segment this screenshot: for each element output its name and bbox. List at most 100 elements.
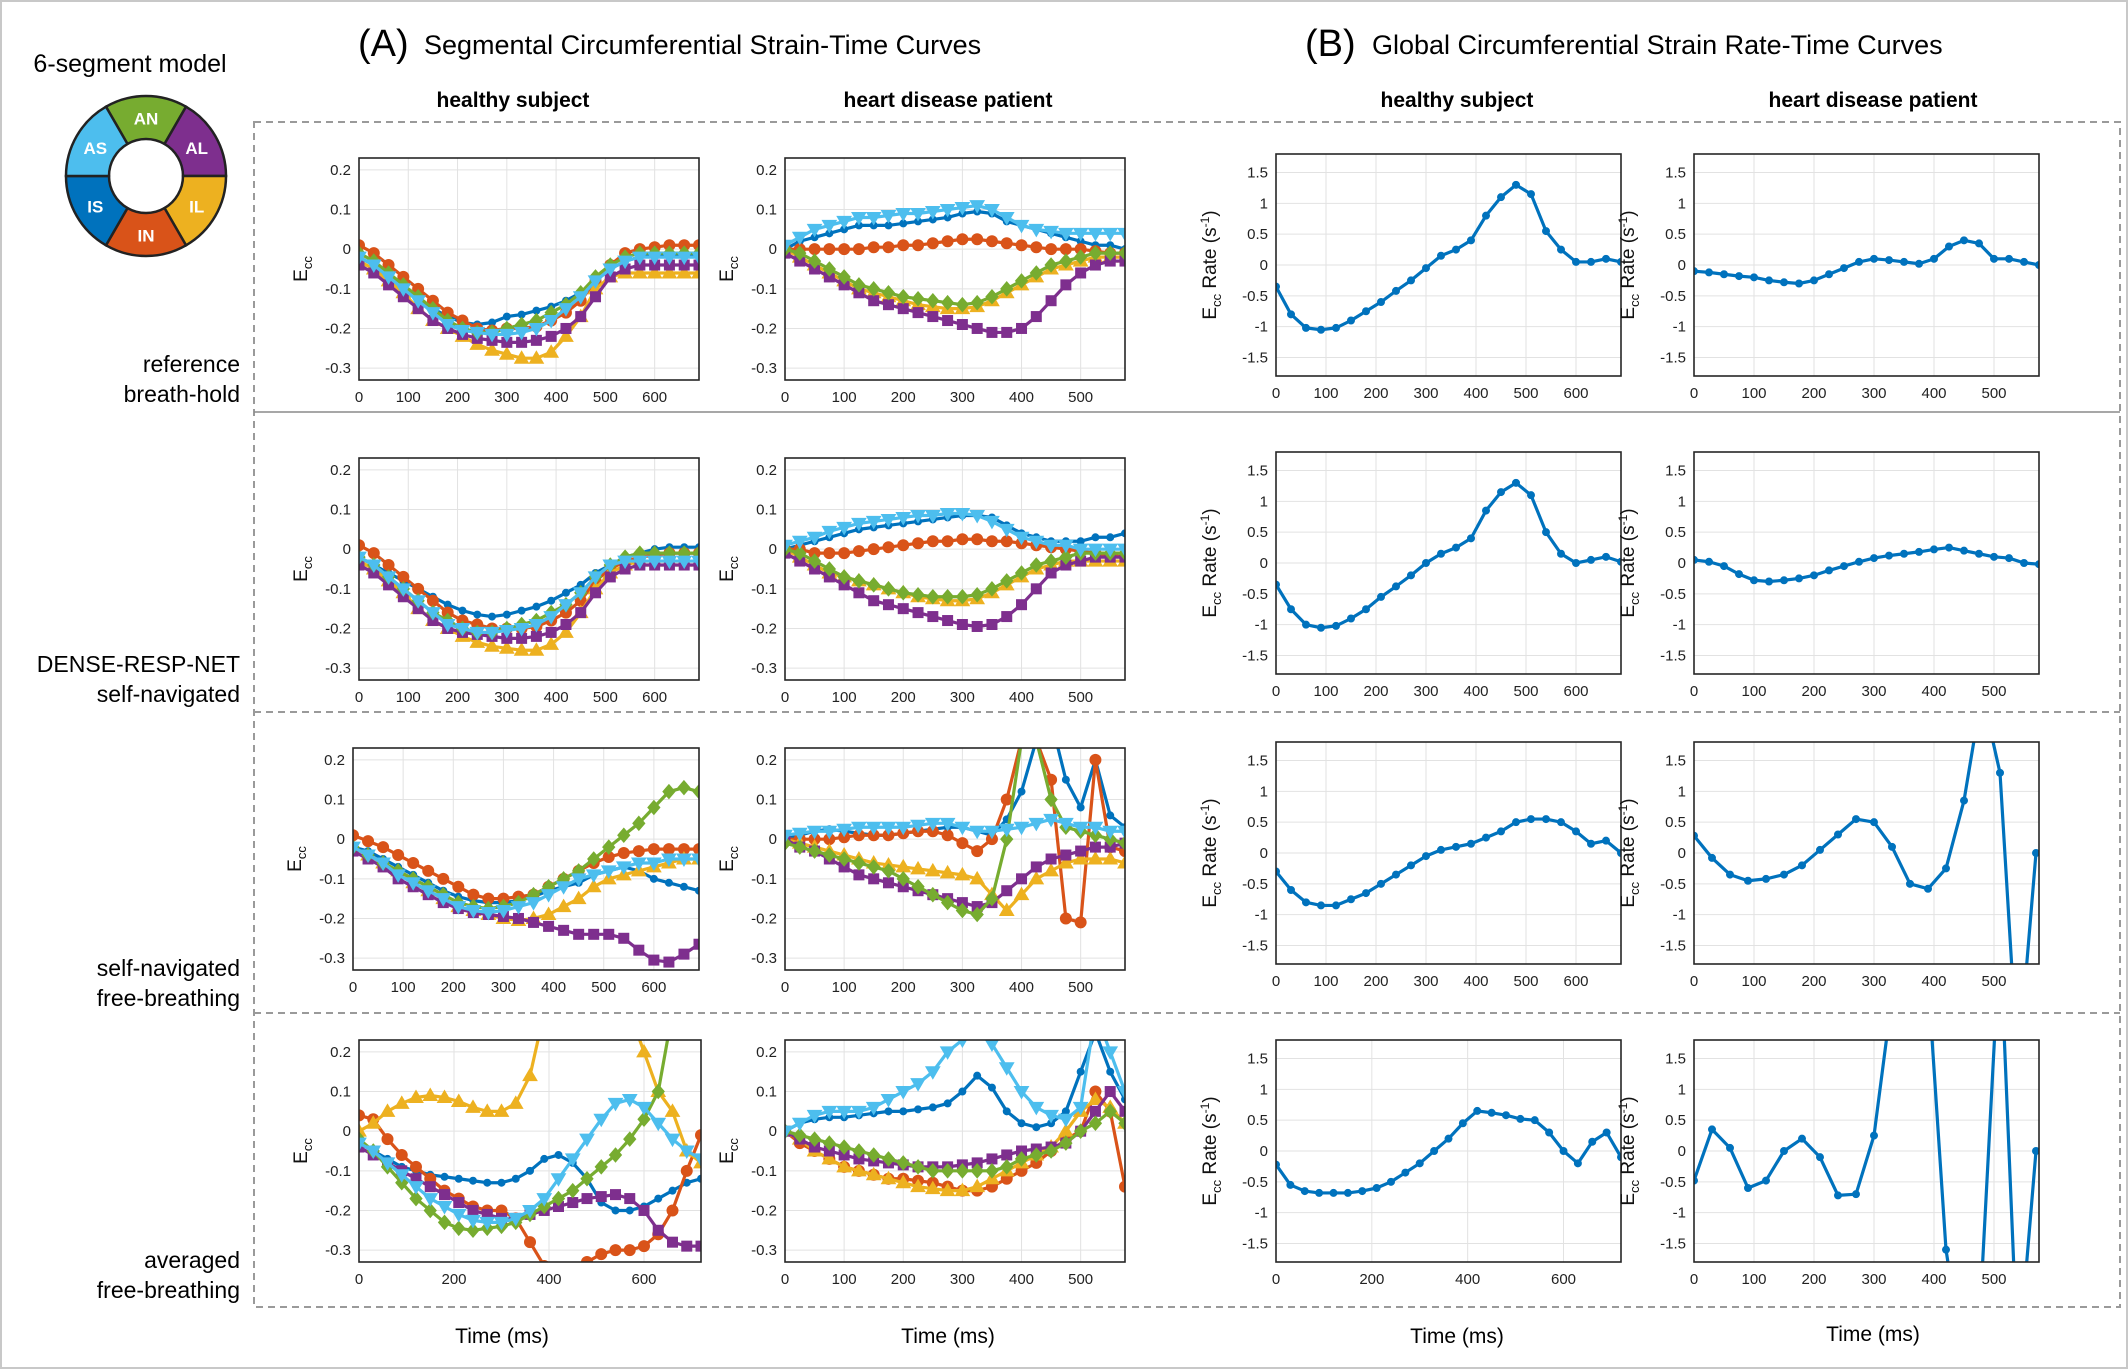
data-point-global [1720,562,1728,571]
data-point-global [1430,1147,1439,1155]
x-tick-label: 200 [1801,683,1826,700]
data-point-in [359,539,365,552]
data-point-is [440,1172,449,1181]
data-point-il [865,1166,882,1181]
x-tick-label: 100 [1741,385,1766,402]
data-point-as [821,825,838,840]
data-point-global [1512,478,1520,487]
data-point-al [1001,611,1013,623]
series-layer [359,1040,701,1262]
chart-b2h: 0 100 200 300 400 500 600 -1.5 -1 -0.5 0 0.5 1 1.5 Ecc… [1198,451,1622,700]
x-tick-label: 200 [1801,1271,1826,1288]
data-point-al [882,599,894,611]
data-point-as [1013,219,1030,234]
y-axis-label-rate: Ecc Rate (s-1) [1198,508,1224,617]
data-point-an [837,851,851,867]
data-point-in [422,864,435,877]
plot-frame [1275,1039,1622,1263]
data-point-al [1030,861,1042,873]
x-tick-label: 400 [1009,979,1034,996]
data-point-global [1694,1176,1698,1185]
data-point-an [985,288,999,305]
data-point-global [1332,621,1340,630]
data-point-an [409,1190,423,1207]
x-tick-label: 0 [349,979,357,996]
data-point-al [648,954,660,966]
y-tick-label: 1.5 [1247,165,1268,182]
data-point-in [956,837,969,850]
data-point-global [1422,264,1430,273]
data-point-as [1043,539,1059,554]
data-point-as [939,817,956,832]
data-point-al [575,607,587,619]
data-point-il [924,862,941,877]
data-point-il [498,346,515,360]
data-point-il [1013,886,1030,901]
data-point-an [1029,265,1043,281]
y-axis-label-rate: Ecc Rate (s-1) [1616,798,1642,907]
data-point-as [498,624,515,639]
x-tick-label: 0 [1690,1271,1698,1288]
data-point-global [1377,879,1385,888]
data-point-is [454,1174,463,1183]
data-point-an [1014,273,1029,289]
plot-frame [352,747,700,971]
data-point-il [821,1150,838,1165]
data-point-as [536,1193,553,1207]
x-tick-label: 500 [591,979,616,996]
data-point-as [693,1153,701,1167]
data-point-in [353,829,359,842]
data-point-global [1855,257,1863,266]
data-point-as [984,1040,999,1052]
data-point-is [532,602,541,611]
data-point-global [1888,842,1896,851]
series-layer [1276,815,1621,910]
data-point-an [881,1151,896,1167]
series-layer [785,508,1125,632]
row-label-dense-1: DENSE-RESP-NET [37,651,240,677]
y-tick-label: -1.5 [1242,648,1268,665]
data-point-as [806,223,823,238]
data-point-an [423,1202,437,1219]
data-point-il [998,902,1015,917]
data-point-as [836,823,853,838]
data-point-as [1028,1101,1045,1116]
x-tick-label: 600 [1563,683,1588,700]
plot-frame [1693,451,2040,675]
data-point-as [375,857,391,871]
panel-b-title: Global Circumferential Strain Rate-Time … [1372,30,1943,60]
data-point-an [1059,253,1073,269]
data-point-in [410,1160,422,1173]
data-point-an [837,569,851,585]
data-point-an [662,783,676,800]
y-axis-label-rate: Ecc Rate (s-1) [1616,1096,1642,1205]
data-point-an [926,588,940,605]
data-point-al [567,1197,579,1209]
data-point-in [638,1240,650,1253]
data-point-global [1422,852,1430,861]
data-point-an [867,1147,881,1163]
data-point-in [897,239,910,252]
data-point-an [955,1163,970,1179]
data-point-global [1542,815,1550,824]
data-point-al [986,1153,998,1165]
data-point-is [1017,1119,1026,1128]
x-tick-label: 300 [1413,385,1438,402]
data-point-al [942,615,954,627]
data-point-as [984,825,1000,840]
data-point-il [513,350,530,364]
y-tick-label: 0 [1678,845,1686,862]
y-tick-label: -0.2 [751,620,777,637]
data-point-as [1072,227,1089,242]
x-tick-label: 0 [1272,973,1280,990]
data-point-global [1302,898,1310,907]
y-tick-label: 1 [1260,195,1268,212]
data-point-al [543,920,555,932]
data-point-an [955,296,970,313]
data-point-is [914,1105,923,1114]
data-point-an [692,783,699,800]
y-tick-label: -1.5 [1660,648,1686,665]
data-point-as [365,1145,382,1159]
data-point-an [940,1163,955,1179]
